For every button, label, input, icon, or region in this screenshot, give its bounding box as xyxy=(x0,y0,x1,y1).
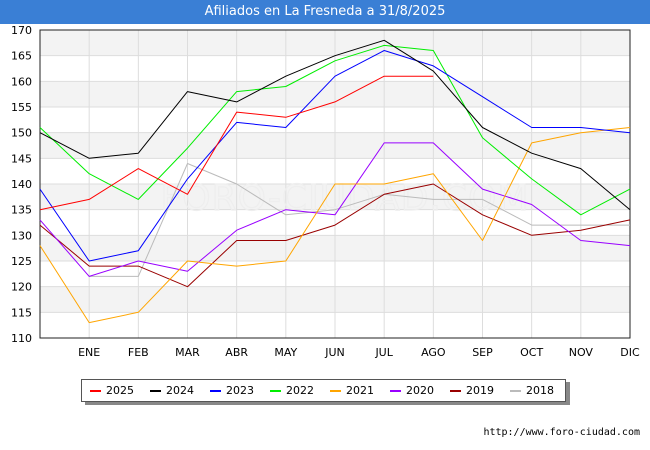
series-line-2023 xyxy=(39,50,631,262)
x-tick-label: JUL xyxy=(374,346,393,359)
y-tick-label: 120 xyxy=(11,281,32,294)
y-tick-label: 115 xyxy=(11,306,32,319)
legend-label: 2024 xyxy=(166,384,194,397)
y-tick-label: 110 xyxy=(11,332,32,345)
legend-item-2023: 2023 xyxy=(208,380,266,401)
series-line-2021 xyxy=(39,127,631,324)
legend-item-2018: 2018 xyxy=(508,380,566,401)
series-line-2024 xyxy=(39,39,631,211)
legend-swatch xyxy=(90,390,101,392)
x-tick-label: SEP xyxy=(472,346,493,359)
y-tick-label: 130 xyxy=(11,229,32,242)
legend-label: 2018 xyxy=(526,384,554,397)
series-line-2018 xyxy=(89,163,630,277)
legend-label: 2025 xyxy=(106,384,134,397)
legend-item-2022: 2022 xyxy=(268,380,326,401)
y-tick-label: 170 xyxy=(11,24,32,37)
y-tick-label: 165 xyxy=(11,50,32,63)
legend-label: 2020 xyxy=(406,384,434,397)
x-tick-label: AGO xyxy=(421,346,446,359)
y-tick-label: 135 xyxy=(11,204,32,217)
legend-label: 2023 xyxy=(226,384,254,397)
legend-swatch xyxy=(390,390,401,392)
x-tick-label: MAR xyxy=(175,346,200,359)
x-tick-label: MAY xyxy=(274,346,297,359)
legend-item-2025: 2025 xyxy=(88,380,146,401)
x-tick-label: ABR xyxy=(225,346,248,359)
legend-item-2024: 2024 xyxy=(148,380,206,401)
legend-item-2020: 2020 xyxy=(388,380,446,401)
x-tick-label: FEB xyxy=(128,346,149,359)
title-bar xyxy=(0,0,650,24)
legend-swatch xyxy=(450,390,461,392)
series-line-2019 xyxy=(39,183,631,288)
legend-label: 2022 xyxy=(286,384,314,397)
series-line-2020 xyxy=(39,142,631,277)
y-tick-label: 160 xyxy=(11,75,32,88)
x-tick-label: ENE xyxy=(78,346,100,359)
x-tick-label: DIC xyxy=(620,346,640,359)
x-tick-label: OCT xyxy=(520,346,543,359)
y-tick-label: 140 xyxy=(11,178,32,191)
legend-swatch xyxy=(270,390,281,392)
y-tick-label: 150 xyxy=(11,127,32,140)
legend-item-2021: 2021 xyxy=(328,380,386,401)
source-credit: http://www.foro-ciudad.com xyxy=(483,427,640,438)
legend-swatch xyxy=(330,390,341,392)
plot-border xyxy=(39,29,631,339)
legend-swatch xyxy=(210,390,221,392)
y-tick-label: 155 xyxy=(11,101,32,114)
legend-swatch xyxy=(510,390,521,392)
chart-title: Afiliados en La Fresneda a 31/8/2025 xyxy=(204,4,446,19)
legend: 2025 2024 2023 2022 2021 2020 2019 2018 xyxy=(81,379,566,402)
legend-swatch xyxy=(150,390,161,392)
y-tick-label: 125 xyxy=(11,255,32,268)
legend-label: 2021 xyxy=(346,384,374,397)
series-line-2025 xyxy=(39,75,434,211)
x-tick-label: NOV xyxy=(569,346,594,359)
legend-label: 2019 xyxy=(466,384,494,397)
x-tick-label: JUN xyxy=(324,346,345,359)
y-tick-label: 145 xyxy=(11,152,32,165)
legend-item-2019: 2019 xyxy=(448,380,506,401)
series-line-2022 xyxy=(39,44,631,216)
